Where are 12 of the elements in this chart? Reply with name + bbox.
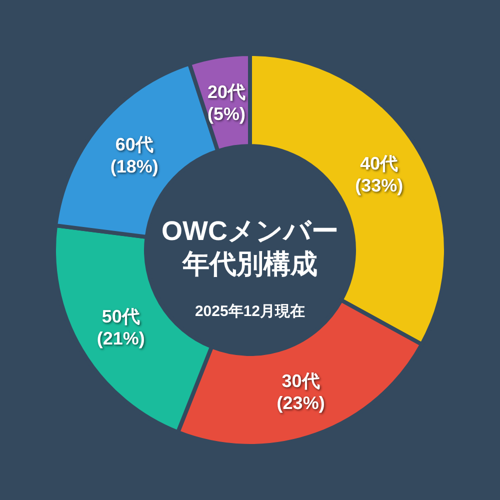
data-label: (18%) bbox=[110, 156, 158, 176]
data-label: (5%) bbox=[208, 104, 246, 124]
slice-label: 50代 bbox=[102, 306, 140, 326]
text: OWCメンバー年代別構成 bbox=[160, 215, 340, 281]
slice-label: 20代 bbox=[208, 82, 246, 102]
slice-label: 30代 bbox=[282, 371, 320, 392]
slice-label: 40代 bbox=[360, 154, 398, 174]
slice-label: 60代 bbox=[115, 134, 154, 154]
text: 2025年12月現在 bbox=[194, 303, 306, 320]
data-label: (33%) bbox=[355, 176, 404, 196]
data-label: (21%) bbox=[96, 328, 145, 348]
data-label: (23%) bbox=[276, 393, 325, 414]
